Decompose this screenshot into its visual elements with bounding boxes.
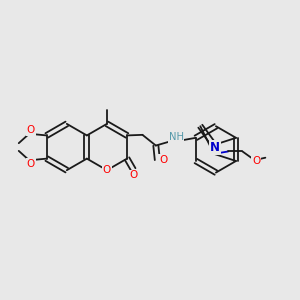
Text: O: O bbox=[130, 170, 138, 180]
Text: O: O bbox=[159, 155, 167, 165]
Text: N: N bbox=[210, 141, 220, 154]
Text: O: O bbox=[103, 165, 111, 175]
Text: NH: NH bbox=[169, 132, 184, 142]
Text: O: O bbox=[252, 156, 261, 166]
Text: O: O bbox=[27, 125, 35, 135]
Text: O: O bbox=[27, 159, 35, 169]
